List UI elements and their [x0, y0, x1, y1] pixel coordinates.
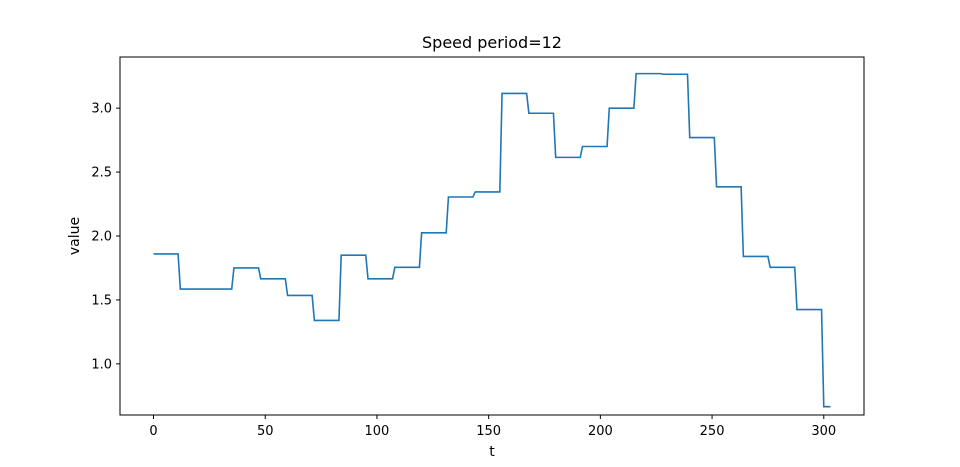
- chart-title: Speed period=12: [422, 33, 562, 52]
- y-tick-label: 2.5: [91, 166, 112, 181]
- y-axis: 1.0 1.5 2.0 2.5 3.0: [91, 102, 120, 372]
- y-tick-label: 2.0: [91, 230, 112, 245]
- x-tick-label: 250: [700, 424, 725, 439]
- y-tick-label: 1.0: [91, 357, 112, 372]
- y-tick-label: 3.0: [91, 102, 112, 117]
- x-axis-label: t: [489, 444, 495, 460]
- series-line: [153, 72, 831, 408]
- y-axis-label: value: [67, 217, 83, 255]
- y-tick-label: 1.5: [91, 293, 112, 308]
- x-axis: 0 50 100 150 200 250 300: [149, 415, 836, 439]
- x-tick-label: 300: [811, 424, 836, 439]
- x-tick-label: 100: [365, 424, 390, 439]
- plot-area: [119, 56, 865, 416]
- x-tick-label: 150: [476, 424, 501, 439]
- x-tick-label: 0: [149, 424, 157, 439]
- x-tick-label: 200: [588, 424, 613, 439]
- x-tick-label: 50: [257, 424, 274, 439]
